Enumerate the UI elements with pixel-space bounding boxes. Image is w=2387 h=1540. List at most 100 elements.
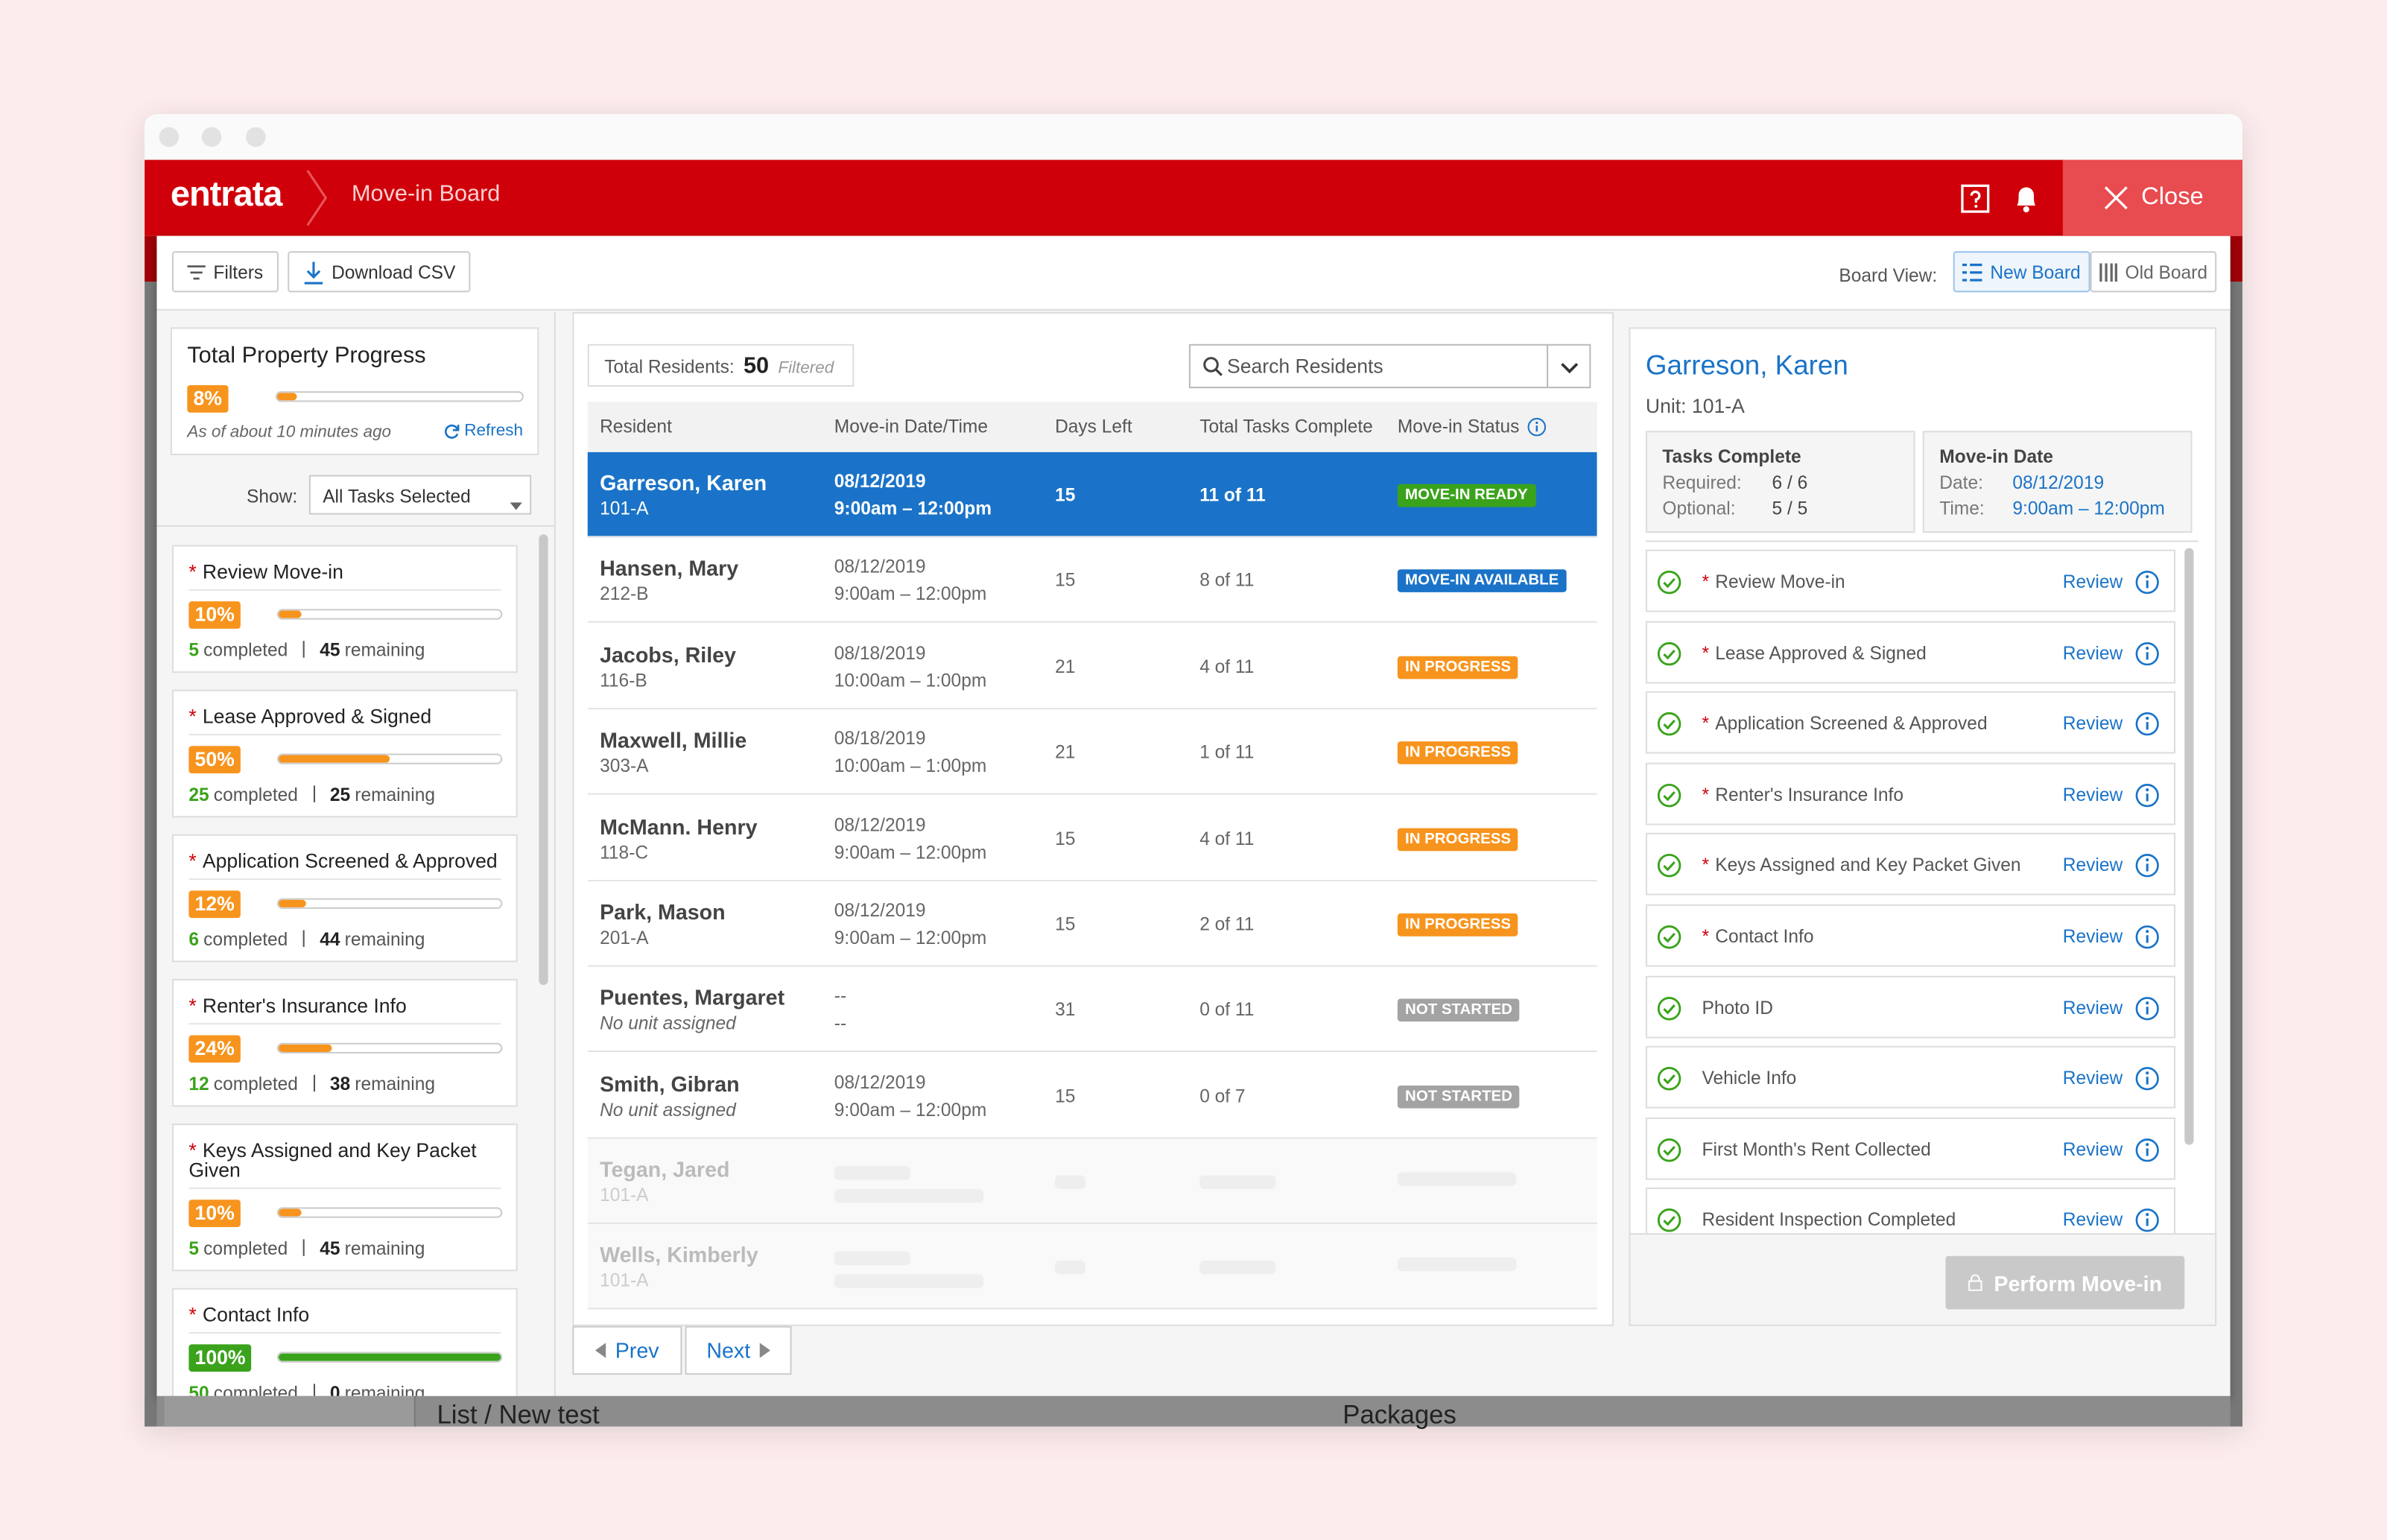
move-in-date: 08/12/2019 xyxy=(834,556,926,578)
completed-word: completed xyxy=(213,1073,298,1095)
resident-unit: 201-A xyxy=(600,927,649,949)
review-link[interactable]: Review xyxy=(2062,1138,2123,1160)
toolbar xyxy=(156,235,2231,311)
status-info-icon xyxy=(1527,417,1547,445)
scrollbar xyxy=(539,534,548,986)
task-fill xyxy=(278,899,305,907)
skeleton xyxy=(834,1166,910,1180)
task-badge: 10% xyxy=(188,1200,241,1227)
review-link[interactable]: Review xyxy=(2062,1067,2123,1089)
check-icon xyxy=(1656,782,1682,816)
check-icon xyxy=(1656,853,1682,887)
new-board-button[interactable]: New Board xyxy=(1953,251,2090,293)
search-box[interactable]: Search Residents xyxy=(1188,343,1549,389)
task-card: * Application Screened & Approved 12% 6 comp… xyxy=(171,834,518,963)
review-link[interactable]: Review xyxy=(2062,855,2123,876)
logo: entrata xyxy=(170,173,283,214)
resident-row[interactable]: Jacobs, Riley 116-B 08/18/2019 10:00am – 1:… xyxy=(587,624,1597,709)
status-badge: IN PROGRESS xyxy=(1397,656,1519,679)
resident-row[interactable]: Maxwell, Millie 303-A 08/18/2019 10:00am – … xyxy=(587,709,1597,796)
resident-row[interactable]: Smith, Gibran No unit assigned 08/12/2019 9… xyxy=(587,1053,1597,1139)
help-icon xyxy=(1961,184,1991,222)
table-header xyxy=(587,402,1597,452)
review-link[interactable]: Review xyxy=(2062,1209,2123,1231)
tasks-complete: 2 of 11 xyxy=(1199,913,1255,935)
review-link[interactable]: Review xyxy=(2062,571,2123,592)
old-board-button[interactable]: Old Board xyxy=(2090,251,2217,293)
required-marker: * xyxy=(1702,571,1710,592)
task-name: * Review Move-in xyxy=(188,562,508,582)
tasks-complete: 4 of 11 xyxy=(1199,656,1255,677)
loading-row: Wells, Kimberly 101-A xyxy=(587,1224,1597,1311)
review-link[interactable]: Review xyxy=(2062,783,2123,805)
required-marker: * xyxy=(1702,641,1710,664)
completed-word: completed xyxy=(213,1382,298,1396)
review-link[interactable]: Review xyxy=(2062,925,2123,947)
skeleton xyxy=(1055,1175,1085,1189)
remaining-word: remaining xyxy=(344,1238,425,1259)
status-badge: NOT STARTED xyxy=(1397,1085,1521,1109)
background-tab xyxy=(164,1395,416,1427)
remaining-word: remaining xyxy=(344,928,425,951)
check-icon xyxy=(1656,1208,1682,1233)
item-name: Vehicle Info xyxy=(1702,1068,1797,1089)
time-value: 9:00am – 12:00pm xyxy=(2012,498,2165,519)
next-button[interactable]: Next xyxy=(685,1325,792,1375)
separator xyxy=(313,785,315,802)
refresh-link[interactable]: Refresh xyxy=(443,422,523,440)
check-icon xyxy=(1656,712,1682,745)
resident-row[interactable]: Puentes, Margaret No unit assigned -- -- 31 0… xyxy=(587,967,1597,1053)
move-in-date: 08/18/2019 xyxy=(834,641,926,664)
review-link[interactable]: Review xyxy=(2062,712,2123,735)
review-link[interactable]: Review xyxy=(2062,996,2123,1018)
header-shadow xyxy=(2230,235,2242,282)
app-title: Move-in Board xyxy=(352,181,501,207)
column-header: Total Tasks Complete xyxy=(1199,415,1373,437)
task-divider xyxy=(188,1331,501,1334)
task-name: * Application Screened & Approved xyxy=(188,851,508,871)
optional-value: 5 / 5 xyxy=(1772,498,1808,519)
review-link[interactable]: Review xyxy=(2062,641,2123,664)
resident-name: Park, Mason xyxy=(600,899,726,925)
side-bg xyxy=(145,282,157,1427)
checklist-item: Photo ID Review xyxy=(1645,975,2176,1038)
completed-word: completed xyxy=(203,639,288,661)
tasks-summary: Tasks Complete Required: 6 / 6 Optional: 5 /… xyxy=(1645,431,1915,533)
resident-row[interactable]: Hansen, Mary 212-B 08/12/2019 9:00am – 12:0… xyxy=(587,538,1597,624)
close-button[interactable]: Close xyxy=(2062,159,2242,236)
item-name-text: Photo ID xyxy=(1702,996,1773,1018)
task-track xyxy=(276,1207,503,1218)
resident-row[interactable]: Park, Mason 201-A 08/12/2019 9:00am – 12:00… xyxy=(587,881,1597,967)
remaining-word: remaining xyxy=(355,1073,435,1095)
task-divider xyxy=(188,1187,501,1189)
checklist-item: Resident Inspection Completed Review xyxy=(1645,1188,2176,1234)
task-name: * Lease Approved & Signed xyxy=(188,706,508,726)
search-dropdown xyxy=(1547,343,1591,389)
required-marker: * xyxy=(1702,855,1710,876)
remaining-count: 45 xyxy=(320,639,340,661)
column-header: Resident xyxy=(600,415,672,437)
tasks-complete: 11 of 11 xyxy=(1199,484,1266,506)
task-card: * Keys Assigned and Key Packet Given 10% 5 c… xyxy=(171,1124,518,1272)
completed-count: 5 xyxy=(188,639,200,661)
filters-button[interactable]: Filters xyxy=(171,251,279,293)
task-badge: 24% xyxy=(188,1035,241,1063)
resident-row[interactable]: Garreson, Karen 101-A 08/12/2019 9:00am – 1… xyxy=(587,451,1597,538)
show-select[interactable]: All Tasks Selected xyxy=(308,475,532,515)
summary-title: Move-in Date xyxy=(1939,446,2053,468)
required-marker: * xyxy=(1702,783,1710,805)
download-button[interactable]: Download CSV xyxy=(288,251,471,293)
resident-row[interactable]: McMann. Henry 118-C 08/12/2019 9:00am – 12:… xyxy=(587,795,1597,881)
item-name-text: Resident Inspection Completed xyxy=(1702,1209,1956,1231)
task-divider xyxy=(188,878,501,881)
perform-move-in-button[interactable]: Perform Move-in xyxy=(1945,1255,2185,1310)
task-name: * Contact Info xyxy=(188,1305,508,1325)
resident-unit: 101-A xyxy=(600,1184,649,1206)
prev-button[interactable]: Prev xyxy=(572,1325,682,1375)
skeleton xyxy=(1199,1261,1276,1276)
days-left: 15 xyxy=(1055,1085,1076,1107)
item-name: * Lease Approved & Signed xyxy=(1702,641,1927,663)
search-placeholder: Search Residents xyxy=(1226,355,1383,378)
days-left: 21 xyxy=(1055,656,1076,677)
item-name: Resident Inspection Completed xyxy=(1702,1209,1956,1231)
